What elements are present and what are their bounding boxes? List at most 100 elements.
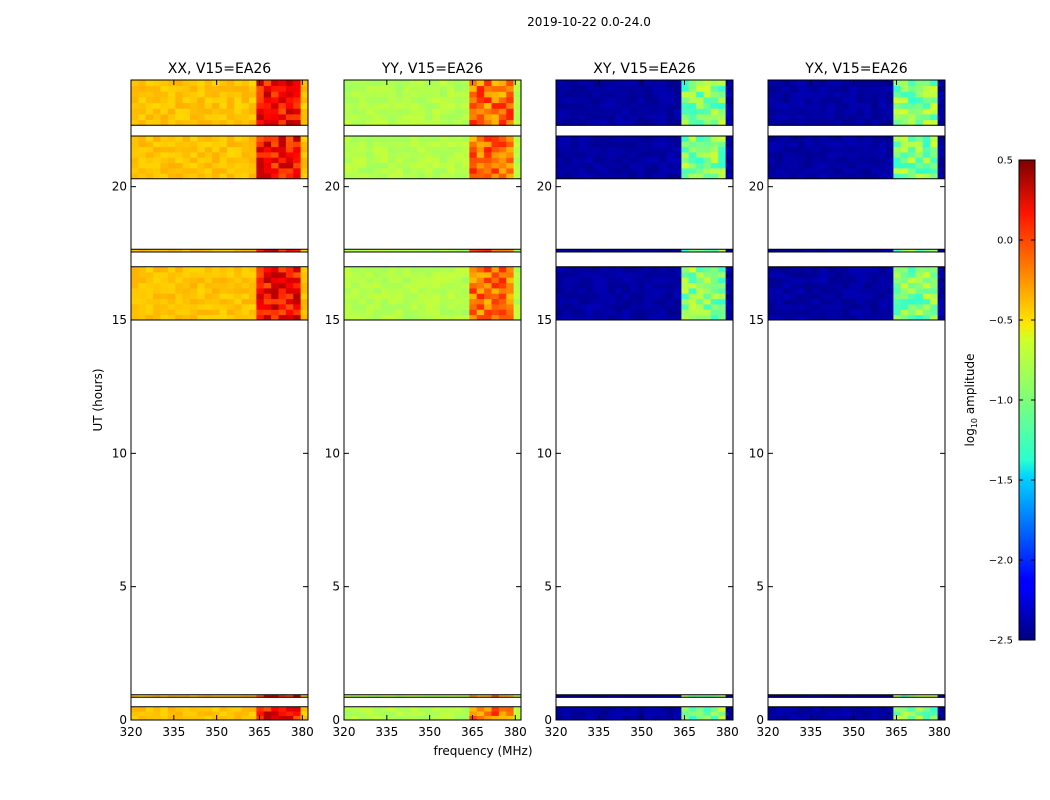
heat-cell [768, 309, 776, 316]
heat-cell [607, 141, 616, 148]
heat-cell [226, 146, 235, 153]
heat-cell [212, 715, 220, 721]
heat-cell [696, 266, 704, 273]
heat-cell [556, 162, 564, 169]
heat-cell [182, 304, 191, 310]
heat-cell [725, 282, 734, 289]
heat-cell [878, 146, 887, 153]
heat-cell [688, 141, 697, 148]
heat-cell [263, 85, 272, 92]
heat-cell [300, 173, 309, 180]
heat-cell [226, 277, 235, 284]
heat-cell [893, 97, 902, 104]
heat-cell [388, 249, 397, 253]
heat-cell [600, 146, 609, 153]
heat-cell [212, 97, 220, 104]
heat-cell [498, 146, 507, 153]
heat-cell [145, 694, 154, 698]
heat-cell [886, 114, 894, 121]
heat-cell [908, 146, 916, 153]
heat-cell [344, 266, 352, 273]
heat-cell [725, 293, 734, 300]
heat-cell [491, 80, 500, 87]
heat-cell [131, 304, 139, 310]
heat-cell [922, 168, 931, 174]
heat-cell [908, 141, 916, 148]
heat-cell [585, 114, 594, 121]
heat-cell [131, 249, 139, 253]
heat-cell [922, 85, 931, 92]
heat-cell [491, 309, 500, 316]
heat-cell [484, 272, 492, 278]
heat-cell [688, 277, 697, 284]
y-tick-label: 0 [119, 713, 127, 727]
heat-cell [900, 309, 909, 316]
heat-cell [344, 114, 352, 121]
heat-cell [863, 91, 872, 98]
heat-cell [241, 304, 250, 310]
heat-cell [819, 97, 828, 104]
heat-cell [666, 266, 675, 273]
heat-cell [175, 91, 184, 98]
heat-cell [710, 173, 719, 180]
heat-cell [592, 146, 601, 153]
heat-cell [615, 266, 623, 273]
heat-cell [373, 168, 382, 174]
heat-cell [300, 309, 309, 316]
heat-cell [366, 157, 374, 164]
heat-cell [644, 152, 653, 158]
heat-cell [469, 168, 478, 174]
heat-cell [703, 168, 712, 174]
heat-cell [190, 288, 198, 294]
x-tick-label: 365 [461, 725, 484, 739]
heat-cell [190, 715, 198, 721]
heat-cell [841, 266, 850, 273]
heat-cell [447, 277, 456, 284]
heat-cell [871, 108, 880, 115]
heat-cell [718, 249, 727, 253]
heat-cell [131, 715, 139, 721]
heat-cell [388, 694, 397, 698]
heat-cell [607, 694, 616, 698]
heat-cell [212, 157, 220, 164]
heat-cell [812, 108, 821, 115]
heat-cell [256, 157, 265, 164]
heat-cell [249, 694, 257, 698]
heat-cell [622, 108, 631, 115]
heat-cell [886, 298, 894, 305]
heat-cell [666, 91, 675, 98]
heat-cell [570, 706, 579, 712]
heat-cell [696, 114, 704, 121]
heat-cell [271, 162, 279, 169]
heat-cell [775, 102, 784, 109]
heat-cell [797, 141, 806, 148]
heat-cell [285, 282, 294, 289]
heat-cell [681, 108, 690, 115]
heat-cell [358, 152, 367, 158]
heat-cell [410, 146, 419, 153]
heat-cell [513, 168, 522, 174]
heat-cell [462, 288, 470, 294]
heat-cell [226, 91, 235, 98]
heat-cell [863, 168, 872, 174]
heat-cell [197, 249, 206, 253]
heat-cell [358, 162, 367, 169]
heat-cell [607, 282, 616, 289]
heat-cell [922, 706, 931, 712]
heat-cell [937, 298, 946, 305]
heat-cell [182, 249, 191, 253]
heat-cell [930, 168, 939, 174]
heat-cell [615, 108, 623, 115]
heat-cell [263, 173, 272, 180]
heat-cell [637, 114, 645, 121]
heat-cell [226, 173, 235, 180]
heat-cell [644, 162, 653, 169]
heat-cell [403, 298, 411, 305]
heat-cell [819, 168, 828, 174]
heat-cell [226, 314, 235, 321]
heat-cell [688, 168, 697, 174]
heat-cell [710, 136, 719, 142]
heat-cell [380, 694, 389, 698]
heat-cell [226, 711, 235, 716]
